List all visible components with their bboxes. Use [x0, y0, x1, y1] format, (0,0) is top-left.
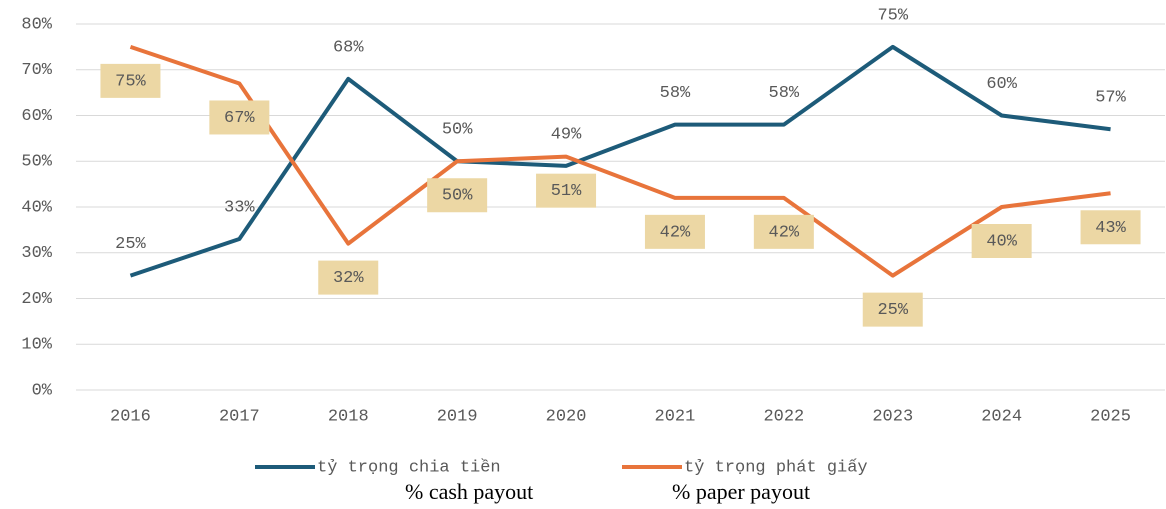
data-label-box [318, 260, 379, 295]
data-label-box [971, 224, 1032, 258]
data-label: 33% [224, 199, 255, 218]
y-tick-label: 40% [21, 198, 52, 217]
data-label: 51% [551, 182, 582, 201]
data-label: 57% [1095, 89, 1126, 108]
data-label: 58% [769, 84, 800, 103]
series-line [129, 44, 1111, 278]
x-tick-label: 2016 [110, 407, 151, 426]
data-label: 67% [224, 109, 255, 128]
data-label: 58% [660, 84, 691, 103]
annotation: % paper payout [672, 479, 810, 504]
y-tick-label: 30% [21, 244, 52, 263]
x-tick-label: 2018 [328, 407, 369, 426]
x-tick-label: 2020 [546, 407, 587, 426]
y-tick-label: 60% [21, 107, 52, 126]
y-tick-label: 0% [32, 381, 53, 400]
annotation: % cash payout [405, 479, 533, 504]
data-label: 75% [877, 6, 908, 25]
data-label: 42% [769, 223, 800, 242]
legend-label: tỷ trọng phát giấy [684, 458, 868, 477]
x-tick-label: 2023 [872, 407, 913, 426]
data-label: 75% [115, 72, 146, 91]
data-label: 40% [986, 232, 1017, 251]
data-label: 50% [442, 187, 473, 206]
data-label: 43% [1095, 219, 1126, 238]
data-label: 60% [986, 75, 1017, 94]
data-label-box [644, 214, 705, 249]
y-tick-label: 20% [21, 290, 52, 309]
data-label: 50% [442, 121, 473, 140]
data-label: 49% [551, 125, 582, 144]
y-tick-label: 70% [21, 61, 52, 80]
data-label: 25% [877, 301, 908, 320]
x-tick-label: 2021 [655, 407, 696, 426]
y-tick-label: 50% [21, 153, 52, 172]
data-label-box [100, 63, 161, 98]
x-tick-label: 2019 [437, 407, 478, 426]
y-tick-label: 10% [21, 336, 52, 355]
data-label-box [1080, 210, 1141, 245]
data-label: 32% [333, 269, 364, 288]
y-tick-label: 80% [21, 15, 52, 34]
data-label-box [753, 214, 814, 249]
data-label-box [427, 178, 488, 213]
data-label-box [862, 292, 923, 327]
x-tick-label: 2025 [1090, 407, 1131, 426]
data-label: 68% [333, 38, 364, 57]
x-tick-label: 2017 [219, 407, 260, 426]
legend-label: tỷ trọng chia tiền [317, 458, 501, 477]
data-label-box [536, 173, 597, 208]
data-label-box [209, 100, 270, 135]
data-label: 42% [660, 223, 691, 242]
series-line [129, 44, 1111, 278]
x-tick-label: 2022 [763, 407, 804, 426]
data-label: 25% [115, 235, 146, 254]
x-tick-label: 2024 [981, 407, 1022, 426]
